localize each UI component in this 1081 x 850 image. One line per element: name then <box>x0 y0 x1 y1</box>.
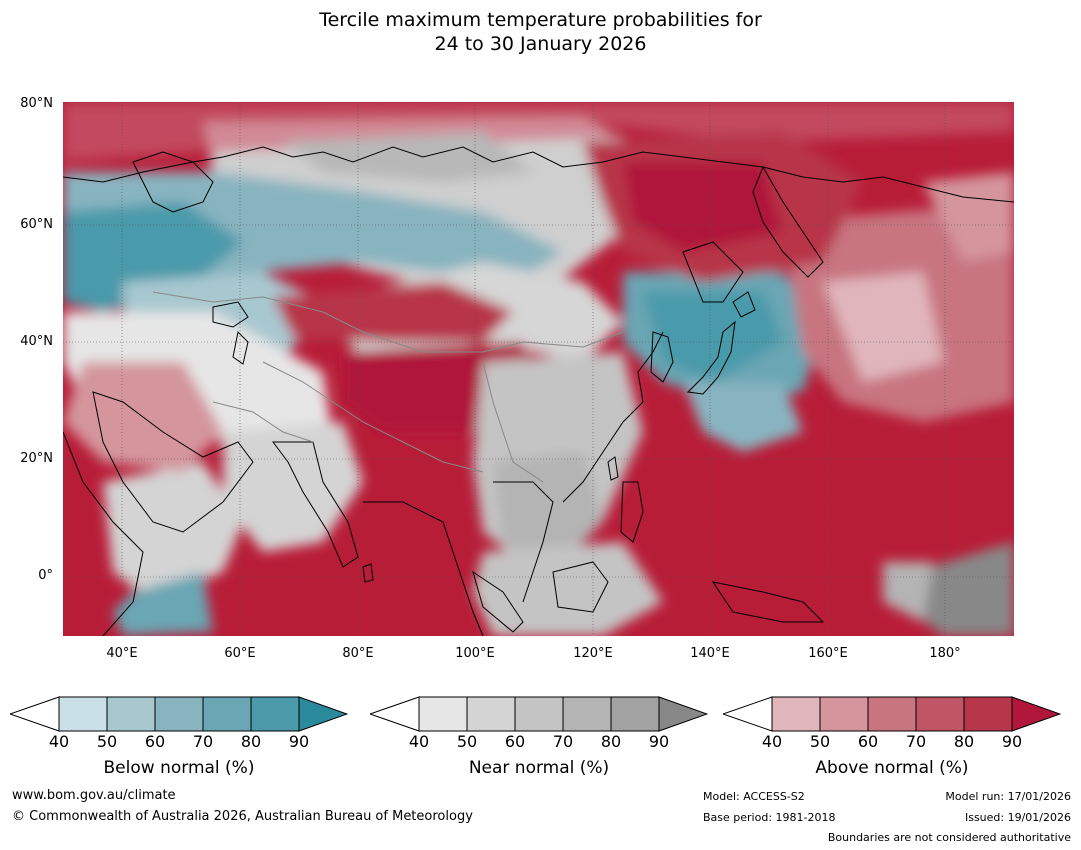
tick: 90 <box>1001 732 1023 751</box>
colorbar-below-title: Below normal (%) <box>103 758 255 778</box>
colorbar-near-normal <box>370 696 708 732</box>
tick: 50 <box>809 732 831 751</box>
probability-fields <box>63 102 1014 636</box>
lon-label-180: 180° <box>929 646 961 661</box>
lat-label-0: 0° <box>38 568 53 583</box>
colorbar-near-title: Near normal (%) <box>468 758 610 778</box>
lon-label-40e: 40°E <box>106 646 138 661</box>
tick: 70 <box>552 732 574 751</box>
tick: 80 <box>600 732 622 751</box>
tick: 80 <box>953 732 975 751</box>
title-line-2: 24 to 30 January 2026 <box>434 33 647 55</box>
tick: 70 <box>905 732 927 751</box>
footer-copyright: © Commonwealth of Australia 2026, Austra… <box>12 809 473 824</box>
lon-label-120e: 120°E <box>573 646 613 661</box>
probability-map <box>63 102 1014 636</box>
footer-model-run: Model run: 17/01/2026 <box>945 790 1071 803</box>
tick: 40 <box>408 732 430 751</box>
tick: 90 <box>648 732 670 751</box>
colorbar-above-title: Above normal (%) <box>815 758 969 778</box>
lat-label-20n: 20°N <box>20 451 53 466</box>
footer-disclaimer: Boundaries are not considered authoritat… <box>827 831 1071 844</box>
lon-label-100e: 100°E <box>455 646 495 661</box>
footer-base-period: Base period: 1981-2018 <box>703 811 836 824</box>
footer-url[interactable]: www.bom.gov.au/climate <box>12 788 176 803</box>
tick: 70 <box>192 732 214 751</box>
tick: 60 <box>504 732 526 751</box>
gridlines <box>63 102 1014 636</box>
tick: 40 <box>761 732 783 751</box>
tick: 50 <box>456 732 478 751</box>
lat-label-40n: 40°N <box>20 334 53 349</box>
lon-label-160e: 160°E <box>808 646 848 661</box>
tick: 80 <box>240 732 262 751</box>
colorbar-above-normal <box>723 696 1061 732</box>
lat-label-60n: 60°N <box>20 217 53 232</box>
lon-label-140e: 140°E <box>690 646 730 661</box>
lat-label-80n: 80°N <box>20 96 53 111</box>
tick: 90 <box>288 732 310 751</box>
tick: 60 <box>144 732 166 751</box>
map-svg <box>63 102 1014 636</box>
lon-label-60e: 60°E <box>224 646 256 661</box>
borders <box>152 291 624 483</box>
tick: 60 <box>857 732 879 751</box>
footer-model: Model: ACCESS-S2 <box>703 790 805 803</box>
coastlines <box>63 146 1014 636</box>
tick: 40 <box>48 732 70 751</box>
footer-issued: Issued: 19/01/2026 <box>964 811 1071 824</box>
tick: 50 <box>96 732 118 751</box>
chart-title: Tercile maximum temperature probabilitie… <box>0 8 1081 56</box>
lon-label-80e: 80°E <box>342 646 374 661</box>
colorbar-below-normal <box>10 696 348 732</box>
title-line-1: Tercile maximum temperature probabilitie… <box>319 9 762 31</box>
